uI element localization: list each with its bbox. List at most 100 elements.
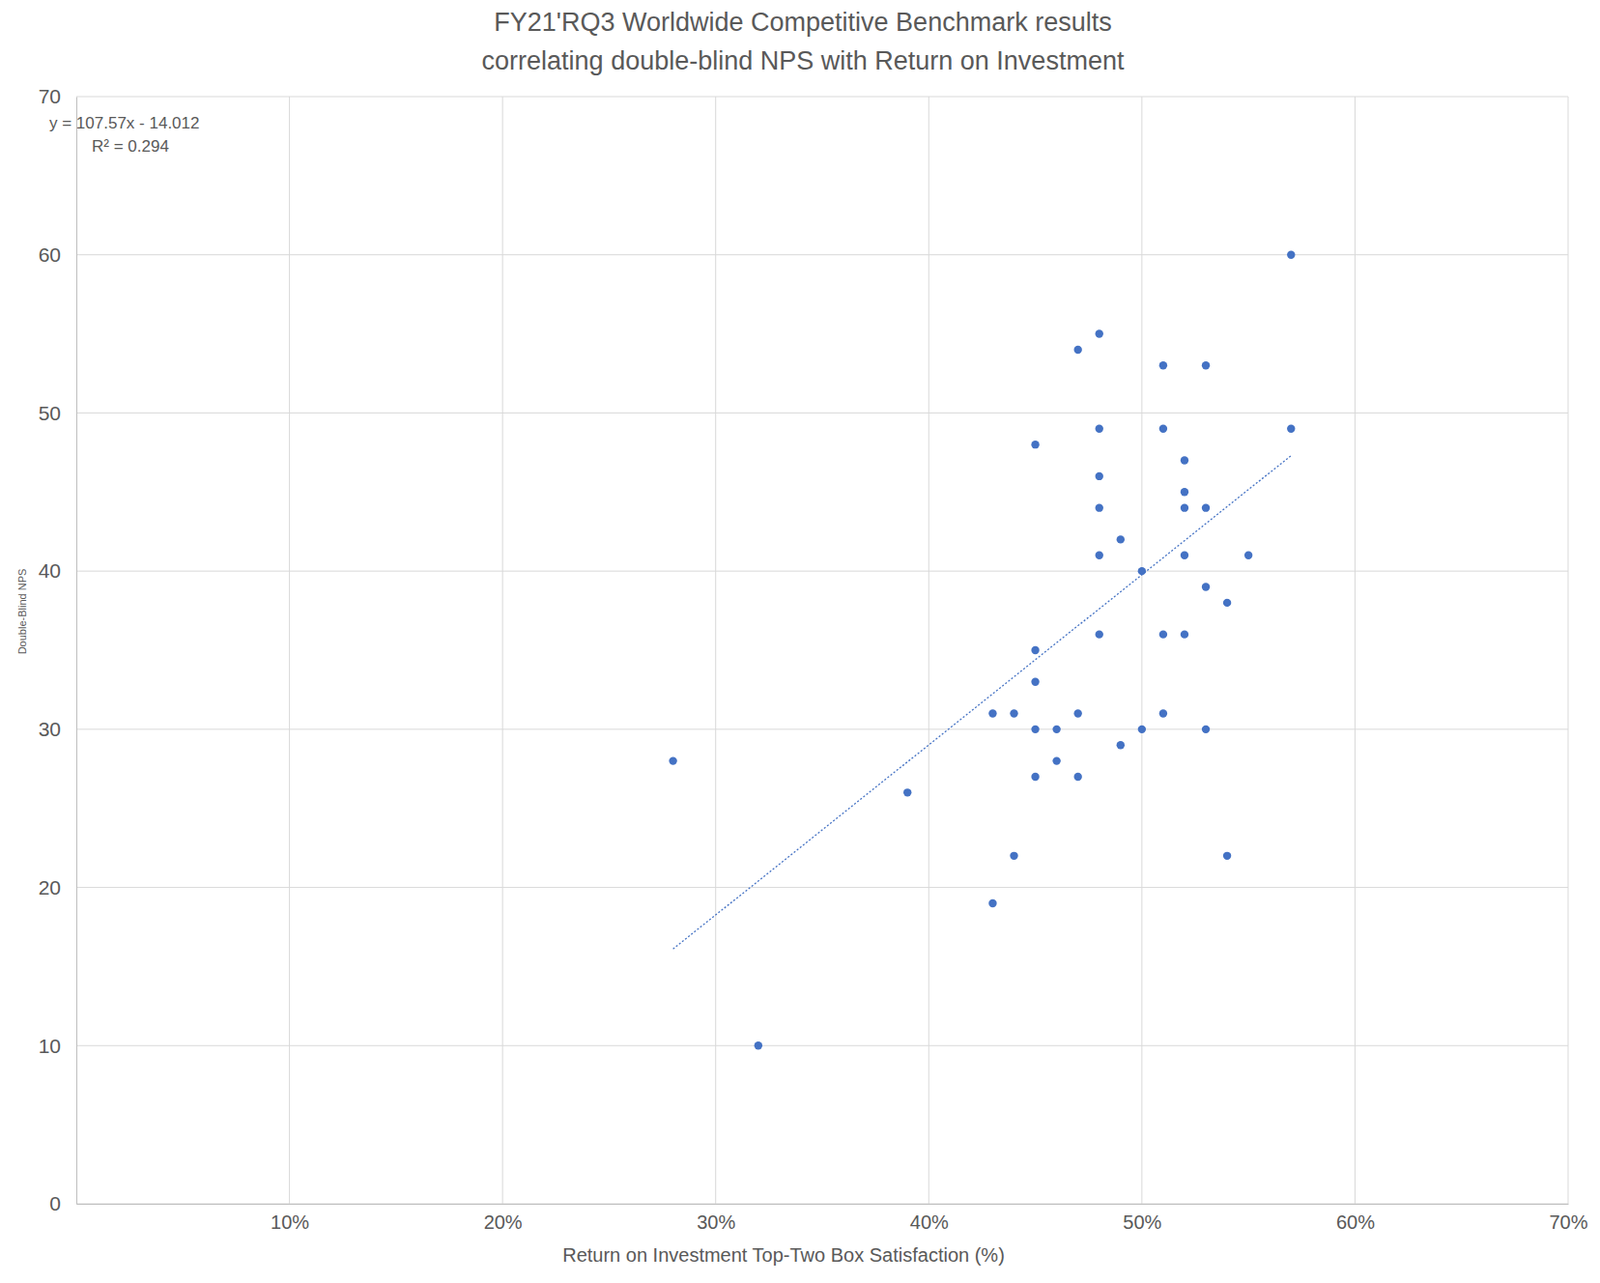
grid-line-y [76, 728, 1569, 730]
y-tick-label: 60 [38, 243, 61, 266]
y-tick-label: 20 [38, 876, 61, 899]
x-tick-label: 60% [1336, 1211, 1375, 1233]
x-tick: 70% [1548, 1203, 1588, 1233]
x-tick-label: 10% [270, 1211, 310, 1233]
y-tick-label: 0 [49, 1192, 61, 1215]
data-point [1201, 503, 1210, 512]
x-tick-label: 70% [1548, 1211, 1588, 1233]
grid-line-y [76, 412, 1569, 414]
data-point [1159, 629, 1168, 638]
x-axis-title: Return on Investment Top-Two Box Satisfa… [562, 1244, 1005, 1266]
y-axis-line [76, 97, 78, 1205]
data-point [1073, 345, 1082, 354]
x-tick: 40% [910, 1203, 949, 1233]
data-point [1030, 646, 1039, 655]
data-point [668, 756, 677, 765]
y-tick-label: 10 [38, 1034, 61, 1058]
data-point [988, 899, 997, 908]
y-tick-label: 70 [38, 85, 61, 108]
data-point [1286, 251, 1295, 259]
data-point [1223, 599, 1231, 607]
trendline-r-squared: R² = 0.294 [91, 137, 170, 156]
x-tick: 20% [484, 1203, 523, 1233]
data-point [1030, 440, 1039, 449]
data-point [1030, 772, 1039, 781]
trendline [673, 456, 1292, 950]
x-axis-line [77, 1203, 1570, 1205]
data-point [1201, 582, 1210, 591]
data-point [1223, 852, 1231, 860]
data-point [754, 1041, 763, 1050]
y-tick: 0 [49, 1192, 77, 1215]
data-point [1009, 852, 1018, 860]
data-point [1159, 709, 1168, 717]
grid-line-y [76, 571, 1569, 572]
grid-line-y [76, 1045, 1569, 1047]
grid-line-x [288, 96, 290, 1204]
data-point [1201, 361, 1210, 370]
title-group: FY21'RQ3 Worldwide Competitive Benchmark… [482, 7, 1125, 76]
data-point [1030, 678, 1039, 686]
data-point [1030, 725, 1039, 734]
data-point [1180, 487, 1189, 496]
grid-line-y [76, 1203, 1569, 1205]
x-tick: 30% [696, 1203, 736, 1233]
data-point [903, 788, 912, 797]
data-point [1180, 629, 1189, 638]
data-point [1180, 456, 1189, 464]
chart-title: correlating double-blind NPS with Return… [482, 46, 1125, 76]
data-point [1159, 425, 1168, 433]
data-point [1180, 551, 1189, 560]
y-tick: 60 [38, 243, 77, 266]
trendline-equation: y = 107.57x - 14.012 [49, 114, 200, 133]
y-axis-title: Double-Blind NPS [16, 569, 29, 656]
grid-line-y [76, 96, 1569, 98]
y-tick: 70 [38, 85, 77, 108]
data-point [1095, 503, 1104, 512]
x-tick-label: 50% [1122, 1211, 1162, 1233]
data-point [1138, 567, 1146, 575]
grid [76, 96, 1569, 1204]
data-point [1009, 709, 1018, 717]
grid-line-y [76, 886, 1569, 888]
x-tick: 60% [1336, 1203, 1375, 1233]
y-tick: 50 [38, 401, 77, 425]
data-point [1073, 709, 1082, 717]
data-point [1159, 361, 1168, 370]
data-point [1052, 756, 1060, 765]
grid-line-x [714, 96, 716, 1204]
data-point [1095, 472, 1104, 481]
data-point [1095, 329, 1104, 338]
x-tick-label: 40% [910, 1211, 949, 1233]
x-tick: 50% [1122, 1203, 1162, 1233]
data-point [1286, 425, 1295, 433]
data-point [1095, 629, 1104, 638]
chart: FY21'RQ3 Worldwide Competitive Benchmark… [0, 0, 1600, 1283]
data-area [668, 251, 1295, 1051]
y-tick: 40 [38, 559, 77, 582]
grid-line-x [928, 96, 930, 1204]
x-axis: 10% 20% 30% 40% 50% 60% 70% [77, 1203, 1589, 1233]
data-point [1138, 725, 1146, 734]
y-tick-label: 40 [38, 559, 61, 582]
grid-line-y [76, 254, 1569, 256]
data-point [1180, 503, 1189, 512]
data-point [1095, 425, 1104, 433]
y-tick-label: 50 [38, 401, 61, 425]
grid-line-x [502, 96, 504, 1204]
chart-title: FY21'RQ3 Worldwide Competitive Benchmark… [493, 7, 1112, 37]
data-point [1095, 551, 1104, 560]
y-tick: 10 [38, 1034, 77, 1058]
data-point [1244, 551, 1253, 560]
grid-line-x [1354, 96, 1356, 1204]
data-point [1073, 772, 1082, 781]
y-tick: 20 [38, 876, 77, 899]
y-tick: 30 [38, 717, 77, 741]
x-tick: 10% [270, 1203, 310, 1233]
y-axis: 0 10 20 30 40 50 60 70 [38, 85, 78, 1215]
data-point [1116, 741, 1125, 749]
x-tick-label: 20% [484, 1211, 523, 1233]
grid-line-x [1141, 96, 1143, 1204]
grid-line-x [1568, 96, 1570, 1204]
data-point [988, 709, 997, 717]
